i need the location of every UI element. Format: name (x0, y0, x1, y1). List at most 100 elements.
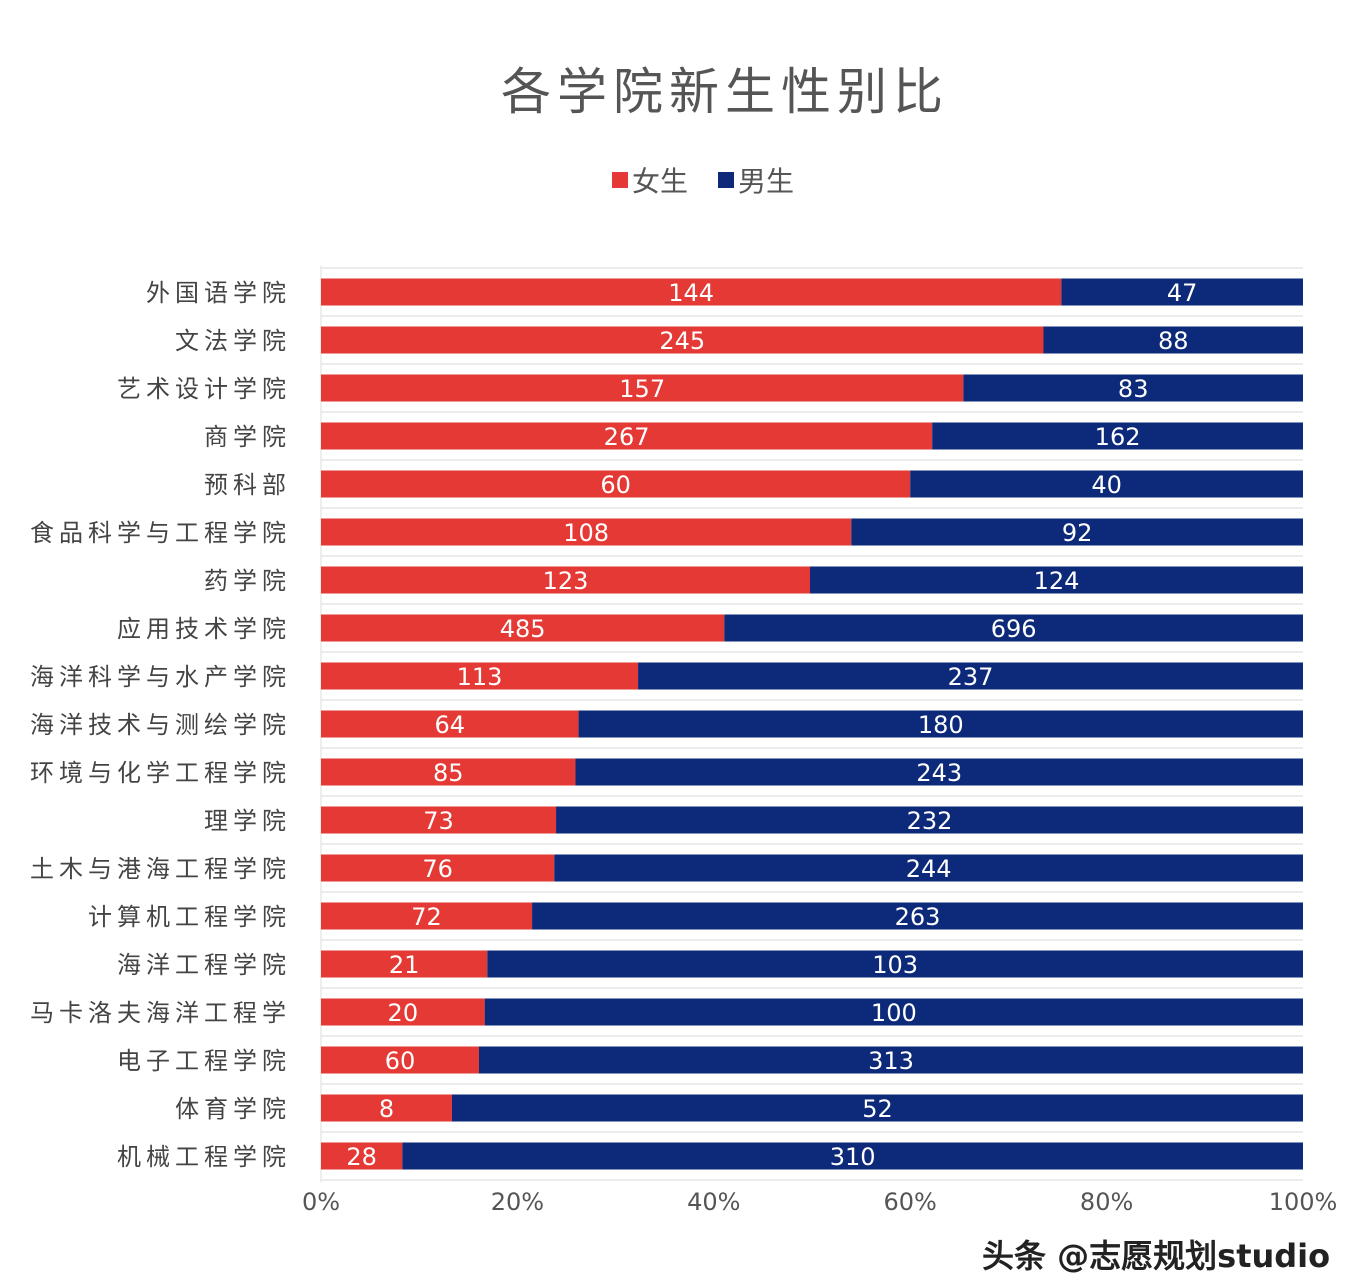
data-label-male: 88 (1158, 327, 1189, 355)
chart-title: 各学院新生性别比 (501, 63, 949, 121)
data-label-male: 47 (1167, 279, 1198, 307)
bar-male (532, 902, 1303, 930)
bar-female (321, 374, 964, 402)
category-label: 文法学院 (175, 327, 291, 355)
data-label-male: 232 (907, 807, 953, 835)
bar-female (321, 422, 933, 450)
bar-male (724, 614, 1303, 642)
bar-male (963, 374, 1303, 402)
bar-male (451, 1094, 1303, 1122)
data-label-female: 144 (668, 279, 714, 307)
legend-item-female: 女生 (612, 160, 688, 200)
data-label-male: 237 (948, 663, 994, 691)
category-label: 艺术设计学院 (117, 375, 291, 403)
bar-female (321, 470, 911, 498)
bar-female (321, 998, 485, 1026)
bar-male (1043, 326, 1303, 354)
data-label-male: 696 (991, 615, 1037, 643)
bar-female (321, 854, 555, 882)
x-tick-label: 60% (884, 1188, 937, 1216)
data-label-male: 100 (871, 999, 917, 1027)
category-label: 海洋科学与水产学院 (30, 663, 291, 691)
category-label: 土木与港海工程学院 (30, 855, 291, 883)
bar-female (321, 758, 576, 786)
bar-male (478, 1046, 1303, 1074)
bar-female (321, 1094, 452, 1122)
category-label: 外国语学院 (146, 279, 291, 307)
x-tick-label: 40% (687, 1188, 740, 1216)
category-label: 预科部 (204, 471, 291, 499)
bar-female (321, 950, 488, 978)
x-tick-label: 100% (1269, 1188, 1338, 1216)
x-tick-label: 80% (1080, 1188, 1133, 1216)
data-label-female: 64 (435, 711, 466, 739)
category-label: 海洋技术与测绘学院 (30, 711, 291, 739)
data-label-male: 83 (1118, 375, 1149, 403)
bar-male (575, 758, 1303, 786)
category-label: 计算机工程学院 (88, 903, 291, 931)
bar-female (321, 326, 1044, 354)
category-label: 应用技术学院 (117, 615, 291, 643)
legend-item-male: 男生 (718, 160, 794, 200)
data-label-male: 124 (1034, 567, 1080, 595)
category-label: 电子工程学院 (117, 1047, 291, 1075)
data-label-male: 313 (868, 1047, 914, 1075)
data-label-male: 243 (916, 759, 962, 787)
bar-female (321, 662, 639, 690)
x-tick-label: 0% (302, 1188, 340, 1216)
category-label: 食品科学与工程学院 (30, 519, 291, 547)
data-label-female: 60 (600, 471, 631, 499)
bar-male (402, 1142, 1303, 1170)
category-label: 海洋工程学院 (117, 951, 291, 979)
bar-male (487, 950, 1303, 978)
bar-male (578, 710, 1303, 738)
data-label-male: 244 (906, 855, 952, 883)
data-label-male: 310 (830, 1143, 876, 1171)
legend: 女生 男生 (612, 160, 794, 200)
data-label-female: 485 (500, 615, 546, 643)
data-label-female: 20 (388, 999, 419, 1027)
category-label: 药学院 (204, 567, 291, 595)
category-label: 马卡洛夫海洋工程学 (30, 999, 291, 1027)
data-label-male: 40 (1091, 471, 1122, 499)
bar-female (321, 614, 725, 642)
category-label: 体育学院 (175, 1095, 291, 1123)
legend-label-female: 女生 (632, 165, 689, 198)
bar-male (638, 662, 1303, 690)
bar-female (321, 1142, 403, 1170)
bar-female (321, 278, 1062, 306)
category-label: 环境与化学工程学院 (30, 759, 291, 787)
data-label-female: 267 (604, 423, 650, 451)
data-label-female: 28 (346, 1143, 377, 1171)
bar-female (321, 806, 557, 834)
data-label-male: 52 (862, 1095, 893, 1123)
bar-male (910, 470, 1303, 498)
data-label-female: 157 (619, 375, 665, 403)
data-label-male: 103 (872, 951, 918, 979)
data-label-female: 113 (457, 663, 503, 691)
x-tick-label: 20% (491, 1188, 544, 1216)
bar-female (321, 566, 811, 594)
legend-label-male: 男生 (738, 165, 795, 198)
data-label-female: 245 (659, 327, 705, 355)
data-label-female: 108 (563, 519, 609, 547)
category-label: 机械工程学院 (117, 1143, 291, 1171)
bar-male (554, 854, 1303, 882)
data-label-male: 263 (895, 903, 941, 931)
bar-male (484, 998, 1304, 1026)
legend-swatch-female (612, 172, 628, 188)
bar-female (321, 902, 533, 930)
bar-male (932, 422, 1303, 450)
legend-swatch-male (718, 172, 735, 188)
bar-female (321, 518, 852, 546)
category-label: 商学院 (204, 423, 291, 451)
data-label-male: 162 (1095, 423, 1141, 451)
data-label-female: 85 (433, 759, 464, 787)
bar-female (321, 1046, 479, 1074)
data-label-male: 92 (1062, 519, 1093, 547)
data-label-female: 73 (423, 807, 454, 835)
data-label-female: 8 (379, 1095, 394, 1123)
bar-female (321, 710, 579, 738)
bar-male (810, 566, 1303, 594)
